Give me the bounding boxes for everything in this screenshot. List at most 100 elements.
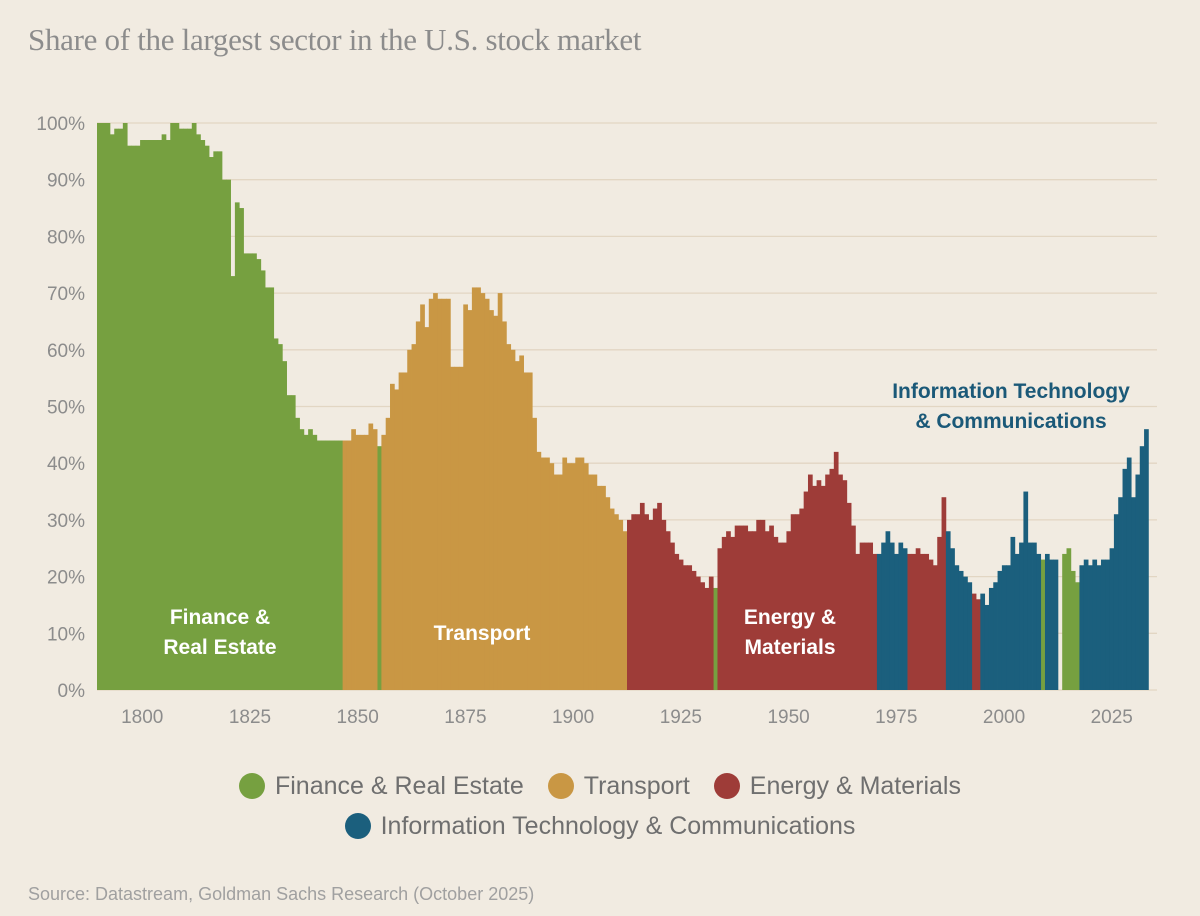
bar-energy: [691, 570, 697, 690]
bar-it: [1109, 548, 1115, 690]
bar-energy: [855, 553, 861, 690]
annotation-finance: Finance &: [170, 606, 270, 629]
bar-it: [1044, 553, 1050, 690]
legend-dot-finance: [238, 773, 265, 799]
bar-it: [1027, 542, 1033, 690]
bar-transport: [618, 519, 624, 690]
bar-transport: [536, 451, 542, 690]
legend-item-it: Information Technology & Communications: [344, 812, 855, 841]
bar-transport: [583, 463, 589, 690]
bar-it: [885, 531, 891, 690]
bar-finance: [247, 253, 253, 690]
bar-energy: [739, 525, 744, 690]
bar-transport: [381, 434, 387, 690]
bar-finance: [321, 440, 326, 690]
bar-transport: [351, 429, 356, 690]
bar-energy: [639, 502, 645, 690]
bar-finance: [135, 145, 141, 690]
bar-it: [950, 548, 955, 690]
bar-finance: [256, 259, 262, 690]
bar-transport: [394, 389, 400, 690]
legend-row-2: Information Technology & Communications: [0, 806, 1200, 846]
bar-finance: [213, 151, 219, 691]
bar-finance: [109, 134, 115, 691]
bar-transport: [527, 372, 533, 690]
bar-transport: [476, 287, 481, 690]
bar-finance: [148, 140, 154, 690]
bar-transport: [549, 463, 555, 690]
y-tick-label: 30%: [47, 511, 85, 532]
bar-transport: [420, 304, 425, 690]
bar-energy: [760, 519, 766, 690]
bar-transport: [566, 463, 572, 690]
bar-it: [1001, 565, 1007, 690]
chart-plot: 0%10%20%30%40%50%60%70%80%90%100% 1800 18…: [36, 114, 1157, 728]
y-tick-label: 20%: [47, 568, 85, 589]
bar-transport: [411, 344, 417, 690]
bar-transport: [402, 372, 408, 690]
annotations: Finance & Real Estate Transport Energy & Mat…: [163, 380, 1130, 659]
bar-it: [876, 553, 882, 690]
bar-it: [954, 565, 960, 690]
bar-energy: [799, 508, 805, 690]
bar-transport: [471, 287, 477, 690]
bar-energy: [872, 553, 878, 690]
bar-transport: [415, 321, 421, 690]
bar-transport: [433, 293, 438, 690]
bar-it: [1079, 565, 1085, 690]
x-tick-label: 1900: [552, 707, 594, 728]
bar-it: [1139, 446, 1145, 690]
bar-energy: [678, 559, 684, 690]
legend: Finance & Real Estate Transport Energy &…: [0, 766, 1200, 846]
bar-finance: [153, 140, 158, 690]
bar-transport: [523, 372, 529, 690]
bar-finance: [230, 276, 236, 690]
bar-it: [889, 542, 895, 690]
bar-energy: [700, 582, 705, 690]
bar-it: [1105, 559, 1110, 690]
bar-it: [963, 576, 968, 690]
bar-transport: [545, 457, 550, 690]
bar-it: [898, 542, 904, 690]
bar-it: [1014, 553, 1020, 690]
bar-it: [894, 553, 899, 690]
bar-energy: [863, 542, 869, 690]
bar-transport: [428, 298, 434, 690]
bar-energy: [820, 485, 826, 690]
bar-finance: [97, 123, 102, 690]
bar-energy: [859, 542, 865, 690]
bar-it: [1144, 429, 1149, 690]
bar-finance: [174, 123, 180, 690]
x-tick-label: 1950: [767, 707, 809, 728]
bar-it: [1049, 559, 1054, 690]
bar-finance: [377, 446, 382, 690]
bar-it: [1036, 553, 1042, 690]
annotation-it: & Communications: [915, 410, 1106, 433]
annotation-energy: Materials: [744, 636, 835, 659]
bar-it: [1083, 559, 1089, 690]
y-tick-label: 80%: [47, 227, 85, 248]
source-note: Source: Datastream, Goldman Sachs Resear…: [28, 884, 535, 904]
bar-finance: [713, 587, 718, 690]
x-tick-label: 1925: [660, 707, 702, 728]
x-axis-ticks: 1800 1825 1850 1875 1900 1925 1950 1975 2000 2025: [121, 707, 1133, 728]
bar-energy: [627, 519, 632, 690]
bar-finance: [234, 202, 240, 690]
bar-energy: [807, 474, 813, 690]
bar-finance: [1075, 582, 1080, 690]
bar-energy: [976, 599, 981, 690]
bar-energy: [812, 485, 817, 690]
bar-energy: [648, 519, 654, 690]
bar-finance: [265, 287, 270, 690]
bar-transport: [562, 457, 568, 690]
bar-it: [1135, 474, 1141, 690]
legend-label-finance: Finance & Real Estate: [274, 771, 524, 800]
bar-finance: [299, 429, 305, 690]
annotation-finance: Real Estate: [163, 636, 276, 659]
bar-energy: [825, 474, 830, 690]
bar-transport: [484, 298, 490, 690]
bar-energy: [915, 548, 921, 690]
bar-finance: [239, 208, 244, 691]
bar-transport: [588, 474, 593, 690]
legend-dot-it: [344, 813, 371, 839]
